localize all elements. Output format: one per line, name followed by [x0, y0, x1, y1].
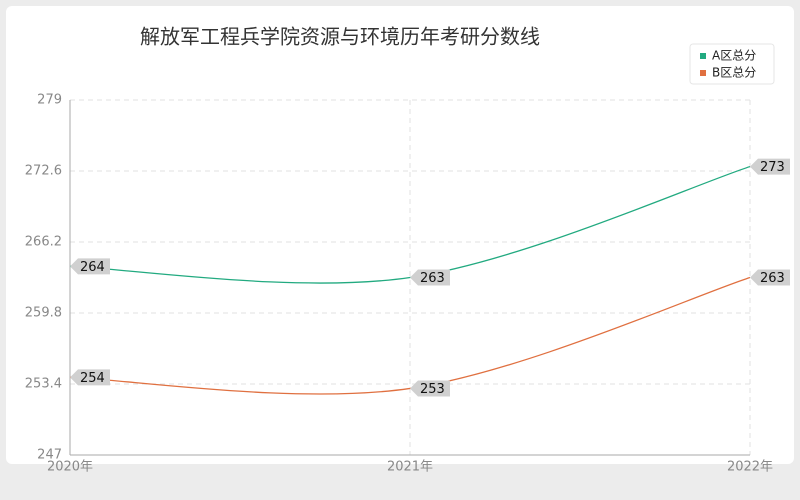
data-label: 263 [420, 271, 445, 286]
label-box [410, 380, 450, 397]
legend-label: B区总分 [712, 66, 756, 80]
chart-title: 解放军工程兵学院资源与环境历年考研分数线 [140, 25, 540, 49]
label-box [410, 269, 450, 286]
data-label: 263 [760, 271, 785, 286]
data-label: 264 [80, 260, 105, 275]
y-tick-label: 247 [37, 448, 62, 463]
label-box [750, 158, 790, 175]
legend-swatch [700, 70, 706, 76]
series-line [69, 276, 751, 395]
y-tick-label: 272.6 [25, 164, 62, 179]
y-tick-label: 253.4 [25, 377, 62, 392]
x-tick-label: 2020年 [47, 460, 93, 475]
legend-box [689, 43, 775, 85]
x-tick-label: 2022年 [727, 460, 773, 475]
label-box [750, 269, 790, 286]
y-tick-label: 279 [37, 93, 62, 108]
x-tick-label: 2021年 [387, 460, 433, 475]
data-label: 253 [420, 382, 445, 397]
label-box [70, 258, 110, 275]
y-tick-label: 266.2 [25, 235, 62, 250]
legend-swatch [700, 53, 706, 59]
data-label: 254 [80, 371, 105, 386]
y-tick-label: 259.8 [25, 306, 62, 321]
legend-label: A区总分 [712, 49, 756, 63]
label-box [70, 369, 110, 386]
panel [6, 6, 794, 464]
data-label: 273 [760, 160, 785, 175]
